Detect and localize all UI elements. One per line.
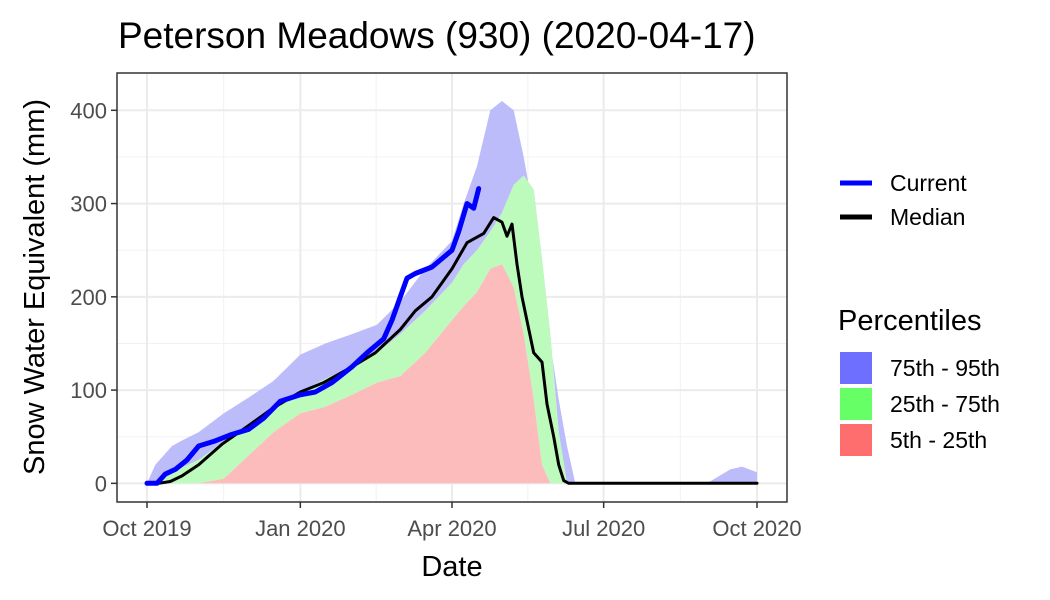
x-axis-title: Date: [421, 551, 482, 583]
legend-label-75-95: 75th - 95th: [890, 355, 1000, 381]
chart-title: Peterson Meadows (930) (2020-04-17): [118, 15, 756, 56]
legend: Current Median Percentiles 75th - 95th 2…: [838, 170, 1000, 456]
legend-swatch-25-75: [840, 388, 872, 420]
median-line: [145, 216, 759, 485]
legend-label-current: Current: [890, 170, 967, 196]
legend-label-25-75: 25th - 75th: [890, 391, 1000, 417]
x-tick-label: Oct 2020: [712, 516, 801, 541]
legend-label-median: Median: [890, 204, 965, 230]
x-tick-label: Apr 2020: [407, 516, 496, 541]
legend-item-25-75: 25th - 75th: [840, 388, 1000, 420]
y-tick-label: 400: [70, 98, 107, 123]
y-tick-label: 200: [70, 285, 107, 310]
plot-area: 0 100 200 300 400 Oct 2019 Jan 2020 Apr 2020 Jul…: [70, 72, 802, 541]
current-line: [144, 186, 482, 486]
y-tick-label: 100: [70, 378, 107, 403]
x-tick-label: Oct 2019: [102, 516, 191, 541]
band-75-95: [147, 101, 757, 484]
x-tick-label: Jan 2020: [255, 516, 346, 541]
y-tick-label: 0: [95, 471, 107, 496]
legend-swatch-75-95: [840, 352, 872, 384]
legend-label-5-25: 5th - 25th: [890, 427, 987, 453]
legend-title-percentiles: Percentiles: [838, 305, 981, 337]
legend-item-5-25: 5th - 25th: [840, 424, 987, 456]
y-tick-label: 300: [70, 192, 107, 217]
x-tick-label: Jul 2020: [562, 516, 645, 541]
y-axis-title: Snow Water Equivalent (mm): [19, 99, 51, 475]
band-25-75: [147, 175, 757, 484]
band-5-25: [147, 264, 757, 484]
legend-item-median: Median: [840, 204, 965, 230]
legend-swatch-5-25: [840, 424, 872, 456]
legend-item-75-95: 75th - 95th: [840, 352, 1000, 384]
legend-item-current: Current: [840, 170, 967, 196]
